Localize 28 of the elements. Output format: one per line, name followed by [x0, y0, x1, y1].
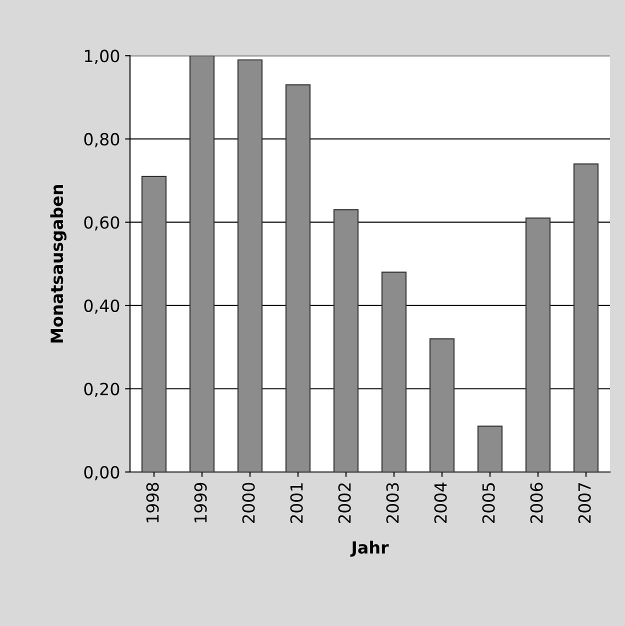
y-tick-label: 0,20 [84, 382, 120, 398]
y-tick-label: 0,40 [84, 299, 120, 314]
x-tick-label: 2005 [482, 483, 495, 523]
bar [333, 209, 359, 472]
y-tick-label: 0,00 [84, 466, 120, 480]
bar [237, 59, 263, 472]
y-tick-label: 1,00 [85, 50, 120, 64]
x-tick-label: 1998 [146, 482, 159, 522]
x-tick-label: 2006 [530, 482, 543, 523]
x-axis-title: Jahr [350, 540, 389, 557]
bar [141, 176, 167, 472]
x-tick-label: 2002 [338, 483, 351, 523]
x-tick-label: 2000 [242, 482, 255, 523]
x-tick-label: 1999 [194, 482, 207, 522]
bar [429, 338, 455, 472]
y-tick-label: 0,60 [84, 216, 120, 230]
y-tick-label: 0,80 [84, 132, 120, 148]
x-tick-label: 2003 [386, 483, 399, 523]
bar [381, 272, 407, 472]
y-axis-title: Monatsausgaben [50, 184, 66, 342]
bar [573, 163, 599, 472]
bar [285, 84, 311, 472]
x-tick-label: 2007 [578, 483, 591, 523]
x-tick-label: 2001 [290, 483, 303, 523]
bar [189, 56, 215, 472]
bar [477, 426, 503, 472]
x-tick-label: 2004 [434, 482, 447, 523]
bar [525, 218, 551, 472]
